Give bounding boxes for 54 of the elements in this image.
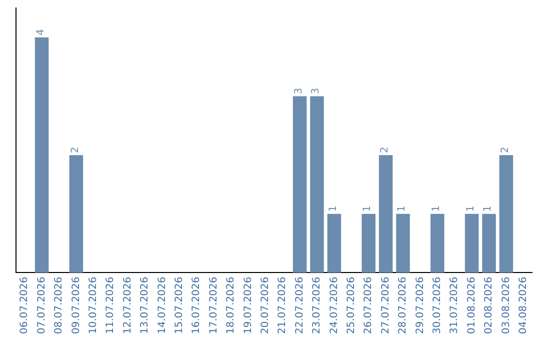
data-label: 1 — [396, 206, 408, 212]
bar — [69, 155, 84, 273]
data-label: 2 — [70, 146, 81, 154]
x-tick-label: 06.07.2026 — [19, 276, 30, 334]
x-tick-label: 23.07.2026 — [312, 276, 323, 334]
bar — [482, 214, 496, 273]
x-tick-label: 24.07.2026 — [328, 276, 340, 334]
data-label: 1 — [430, 206, 442, 212]
bar — [464, 214, 479, 273]
bar — [327, 214, 342, 273]
x-tick-label: 16.07.2026 — [191, 276, 202, 334]
x-tick-label: 29.07.2026 — [414, 276, 426, 334]
bar — [430, 214, 444, 273]
x-tick-label: 14.07.2026 — [156, 276, 168, 334]
x-tick-label: 07.07.2026 — [36, 276, 48, 334]
x-tick-label: 31.07.2026 — [449, 276, 460, 334]
bar — [292, 96, 307, 273]
data-label: 3 — [293, 88, 304, 94]
bar — [396, 214, 410, 273]
x-tick-label: 18.07.2026 — [226, 276, 237, 334]
x-tick-label: 12.07.2026 — [122, 276, 134, 334]
data-label: 4 — [35, 29, 46, 36]
x-tick-label: 20.07.2026 — [260, 276, 271, 334]
bar — [362, 214, 376, 273]
data-label: 1 — [482, 206, 494, 212]
x-tick-label: 26.07.2026 — [363, 276, 374, 334]
data-label: 1 — [465, 206, 476, 212]
data-label: 1 — [362, 206, 374, 212]
x-tick-label: 30.07.2026 — [432, 276, 443, 334]
x-tick-label: 01.08.2026 — [466, 276, 478, 334]
x-tick-label: 03.08.2026 — [500, 276, 512, 334]
data-label: 2 — [379, 146, 390, 154]
x-tick-label: 02.08.2026 — [484, 276, 495, 334]
x-tick-label: 27.07.2026 — [380, 276, 392, 334]
x-tick-label: 10.07.2026 — [88, 276, 99, 334]
x-tick-label: 04.08.2026 — [518, 276, 529, 334]
data-label: 2 — [500, 146, 511, 154]
x-tick-label: 13.07.2026 — [140, 276, 151, 334]
bar — [310, 96, 324, 273]
data-label: 3 — [310, 88, 322, 94]
data-label: 1 — [328, 206, 339, 212]
x-tick-label: 17.07.2026 — [208, 276, 220, 334]
bar — [34, 37, 49, 273]
x-tick-label: 11.07.2026 — [105, 276, 116, 334]
x-tick-label: 15.07.2026 — [174, 276, 185, 334]
x-tick-label: 25.07.2026 — [346, 276, 357, 334]
bar — [378, 155, 393, 273]
x-tick-label: 22.07.2026 — [294, 276, 306, 334]
x-tick-label: 09.07.2026 — [70, 276, 82, 334]
x-tick-label: 08.07.2026 — [54, 276, 65, 334]
x-tick-label: 28.07.2026 — [398, 276, 409, 334]
x-tick-label: 19.07.2026 — [242, 276, 254, 334]
x-tick-label: 21.07.2026 — [277, 276, 288, 334]
bar — [499, 155, 514, 273]
